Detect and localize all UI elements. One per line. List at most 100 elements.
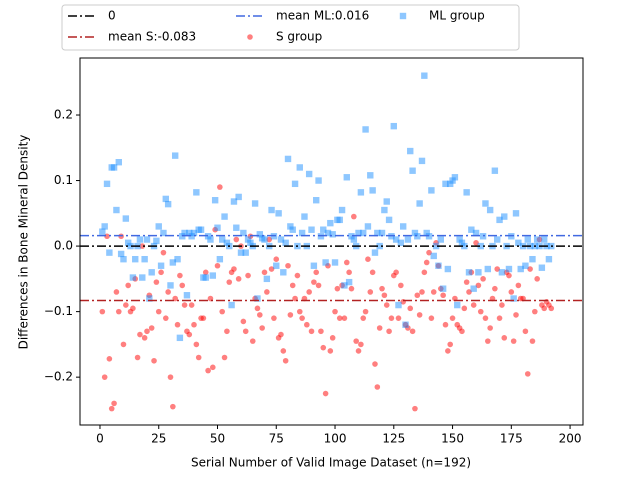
point (506, 272, 512, 279)
point (461, 242, 468, 250)
point (395, 301, 402, 309)
point (228, 301, 235, 309)
point (533, 236, 541, 243)
point (416, 200, 423, 207)
point (409, 167, 416, 174)
point (358, 341, 364, 348)
point (287, 312, 294, 318)
point (245, 272, 251, 279)
x-tick-label: 100 (324, 432, 347, 446)
point (466, 289, 472, 295)
point (165, 289, 171, 295)
point (289, 226, 296, 233)
point (465, 269, 473, 276)
point (143, 236, 151, 243)
point (313, 269, 320, 276)
point (355, 229, 362, 237)
point (386, 328, 392, 335)
point (508, 289, 515, 295)
point (167, 374, 174, 380)
point (491, 167, 499, 174)
point (108, 405, 115, 412)
point (374, 229, 381, 237)
point (510, 295, 517, 302)
point (395, 315, 402, 321)
point (177, 272, 183, 279)
point (233, 236, 240, 243)
point (360, 229, 367, 237)
point (411, 229, 419, 237)
point (346, 269, 352, 276)
point (480, 276, 486, 282)
point (155, 223, 162, 230)
point (153, 237, 160, 245)
point (169, 259, 177, 266)
point (157, 262, 165, 269)
point (515, 282, 522, 289)
point (268, 206, 275, 214)
point (284, 155, 292, 163)
point (308, 328, 315, 335)
point (320, 344, 327, 351)
point (353, 338, 359, 344)
point (298, 229, 306, 237)
point (256, 231, 264, 238)
point (362, 126, 369, 133)
point (280, 348, 287, 354)
x-tick-label: 0 (96, 432, 104, 446)
point (240, 318, 247, 325)
point (224, 328, 230, 335)
point (439, 285, 447, 292)
point (416, 312, 423, 318)
point (308, 226, 315, 233)
point (289, 282, 296, 289)
point (383, 302, 390, 308)
point (296, 308, 303, 315)
y-tick-label: 0.2 (54, 108, 73, 122)
point (188, 233, 195, 240)
point (348, 233, 355, 240)
point (376, 242, 383, 250)
point (463, 189, 470, 196)
point (376, 325, 383, 331)
point (331, 259, 339, 266)
legend-label: ML group (429, 9, 485, 23)
x-tick-label: 25 (151, 432, 166, 446)
point (200, 315, 207, 321)
point (522, 328, 529, 335)
point (158, 269, 164, 276)
point (153, 279, 160, 285)
point (273, 256, 280, 262)
point (115, 159, 122, 166)
point (202, 269, 209, 276)
point (524, 371, 531, 377)
point (146, 295, 153, 302)
point (470, 285, 477, 292)
x-axis-label: Serial Number of Valid Image Dataset (n=… (191, 456, 471, 470)
point (541, 236, 548, 243)
point (122, 215, 130, 222)
point (103, 180, 111, 188)
point (522, 262, 529, 269)
point (378, 229, 386, 237)
point (501, 213, 508, 220)
point (162, 315, 169, 321)
point (548, 305, 555, 312)
point (392, 236, 400, 243)
point (148, 269, 155, 276)
point (174, 321, 181, 328)
point (120, 255, 127, 263)
point (538, 264, 546, 271)
point (486, 206, 494, 214)
plot-frame (79, 57, 584, 426)
point (388, 315, 395, 321)
point (527, 266, 533, 272)
point (513, 312, 519, 318)
point (322, 259, 329, 266)
point (214, 262, 221, 269)
point (350, 236, 358, 243)
point (141, 335, 148, 341)
point (440, 292, 446, 299)
point (264, 289, 270, 295)
point (197, 226, 205, 233)
